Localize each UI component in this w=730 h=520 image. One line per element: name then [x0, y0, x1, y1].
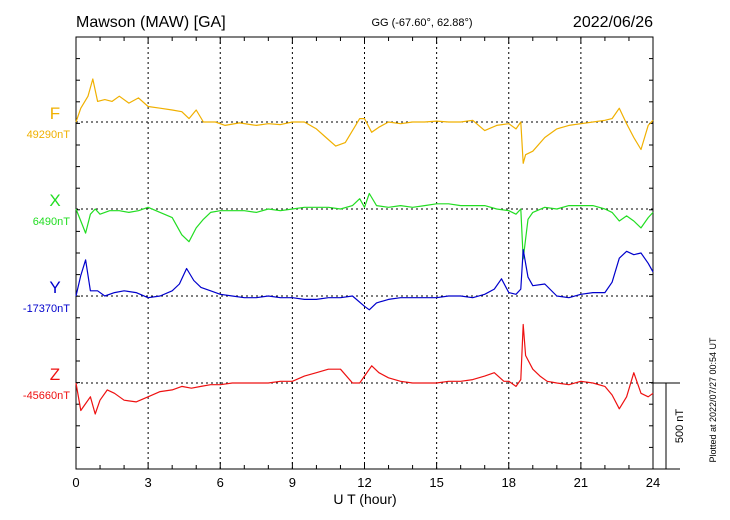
x-tick-label-3: 3	[145, 475, 152, 490]
series-name-Y: Y	[49, 278, 60, 297]
plotted-timestamp: Plotted at 2022/07/27 00:54 UT	[708, 337, 718, 463]
series-line-Y	[75, 249, 654, 311]
date-label: 2022/06/26	[573, 14, 653, 31]
series-name-Z: Z	[50, 365, 60, 384]
series-name-X: X	[49, 191, 60, 210]
series-layer	[75, 78, 654, 415]
series-line-X	[75, 192, 654, 260]
baseline-value-F: 49290nT	[27, 129, 71, 141]
scale-bar-label: 500 nT	[674, 409, 686, 444]
x-tick-label-21: 21	[574, 475, 588, 490]
x-tick-label-0: 0	[72, 475, 79, 490]
station-title: Mawson (MAW) [GA]	[76, 14, 226, 31]
series-line-F	[75, 78, 654, 164]
x-tick-label-12: 12	[357, 475, 371, 490]
x-tick-label-6: 6	[217, 475, 224, 490]
x-tick-label-18: 18	[502, 475, 516, 490]
coordinates-label: GG (-67.60°, 62.88°)	[371, 17, 472, 29]
series-line-Z	[75, 323, 654, 415]
series-labels: F 49290nT X 6490nT Y -17370nT Z -45660nT	[23, 104, 70, 402]
x-tick-label-24: 24	[646, 475, 660, 490]
baseline-value-Y: -17370nT	[23, 303, 70, 315]
axis-ticks: 0 3 6 9 12 15 18 21 24	[72, 36, 660, 490]
x-tick-label-15: 15	[429, 475, 443, 490]
x-axis-label: U T (hour)	[333, 491, 396, 507]
x-tick-label-9: 9	[289, 475, 296, 490]
baseline-value-X: 6490nT	[33, 216, 71, 228]
baseline-value-Z: -45660nT	[23, 390, 70, 402]
series-name-F: F	[50, 104, 60, 123]
grid-lines	[76, 37, 653, 469]
scale-bar: 500 nT	[653, 382, 686, 470]
